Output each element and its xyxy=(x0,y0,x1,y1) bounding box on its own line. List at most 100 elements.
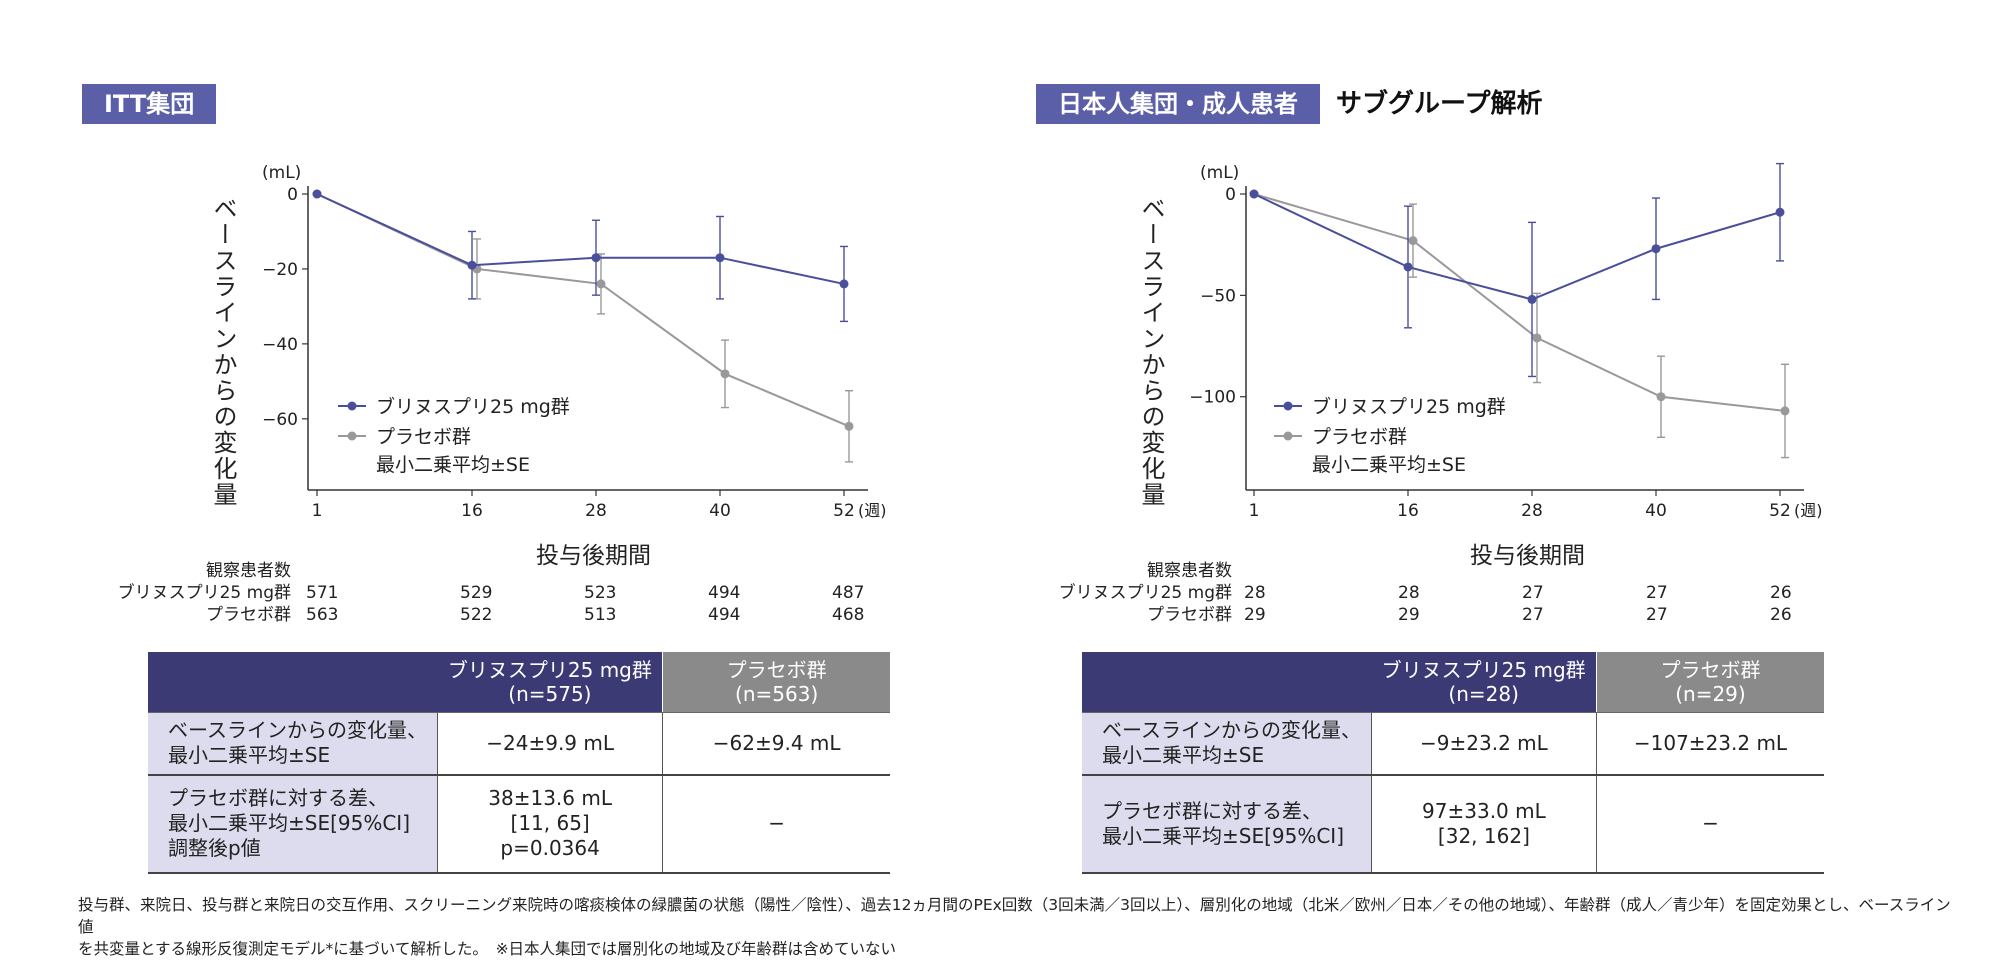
count-value: 571 xyxy=(306,583,339,603)
row-header: プラセボ群に対する差、 最小二乗平均±SE[95%CI] 調整後p値 xyxy=(148,774,438,874)
count-value: 27 xyxy=(1522,605,1544,625)
legend-label-placebo: プラセボ群 xyxy=(376,426,471,448)
legend-note: 最小二乗平均±SE xyxy=(376,454,530,476)
y-tick-label: −40 xyxy=(262,335,298,355)
x-tick-label: 16 xyxy=(461,501,483,521)
panel-tag: ITT集団 xyxy=(82,84,217,124)
series-line xyxy=(316,193,850,428)
cell-drug: −9±23.2 mL xyxy=(1371,712,1597,776)
x-tick-label: 1 xyxy=(1249,501,1260,521)
count-value: 28 xyxy=(1398,583,1420,603)
data-point xyxy=(1775,207,1785,217)
data-point xyxy=(1408,236,1418,246)
legend-note: 最小二乗平均±SE xyxy=(1312,454,1466,476)
count-value: 29 xyxy=(1398,605,1420,625)
count-value: 494 xyxy=(708,605,741,625)
legend-label-placebo: プラセボ群 xyxy=(1312,426,1407,448)
chart-itt: (mL)0 −20 −40 −60 1 16 28 40 52 (週) ブリヌスプリ25 mg群プラ… xyxy=(262,163,887,521)
cell-placebo: − xyxy=(662,774,890,874)
x-tick-label: 52 xyxy=(833,501,855,521)
data-point xyxy=(1656,392,1666,402)
count-value: 468 xyxy=(832,605,865,625)
data-point xyxy=(844,421,854,431)
x-tick-label: 52 xyxy=(1769,501,1791,521)
x-tick-label: 40 xyxy=(709,501,731,521)
series-line xyxy=(1253,193,1786,412)
cell-placebo: −107±23.2 mL xyxy=(1596,712,1824,776)
table-row: プラセボ群に対する差、 最小二乗平均±SE[95%CI] 調整後p値 38±13.6… xyxy=(148,774,890,874)
counts-header: 観察患者数 xyxy=(206,561,291,581)
count-value: 27 xyxy=(1522,583,1544,603)
legend-label-drug: ブリヌスプリ25 mg群 xyxy=(376,395,570,418)
footnote-line: 投与群、来院日、投与群と来院日の交互作用、スクリーニング来院時の喀痰検体の緑膿菌… xyxy=(78,896,1951,936)
count-value: 28 xyxy=(1244,583,1266,603)
x-tick-label: 40 xyxy=(1645,501,1667,521)
data-point xyxy=(1527,294,1537,304)
data-point xyxy=(1651,244,1661,254)
legend-label-drug: ブリヌスプリ25 mg群 xyxy=(1312,395,1506,418)
legend-marker-placebo xyxy=(347,431,357,441)
y-tick-label: −60 xyxy=(262,410,298,430)
panel-itt: ITT集団 ベースラインからの変化量 (mL) 0 −20 −40 −60 1 16 28 40… xyxy=(82,84,890,874)
legend-marker-drug xyxy=(1283,401,1293,411)
count-value: 494 xyxy=(708,583,741,603)
x-tick-label: 28 xyxy=(1521,501,1543,521)
footnote-line: を共変量とする線形反復測定モデル*に基づいて解析した。 ※日本人集団では層別化の… xyxy=(78,940,897,958)
y-tick-label: −100 xyxy=(1189,388,1236,408)
results-table: ブリヌスプリ25 mg群 (n=28) プラセボ群 (n=29) ベースラインからの… xyxy=(1082,652,1824,874)
count-value: 523 xyxy=(584,583,617,603)
col-header-drug: ブリヌスプリ25 mg群 (n=28) xyxy=(1371,652,1597,713)
table-row: ベースラインからの変化量、 最小二乗平均±SE −9±23.2 mL −107±2… xyxy=(1082,712,1824,776)
table-corner xyxy=(1082,652,1372,713)
panel-japanese: 日本人集団・成人患者 サブグループ解析 ベースラインからの変化量 (mL) 0 −5… xyxy=(1000,0,2000,960)
count-value: 29 xyxy=(1244,605,1266,625)
data-point xyxy=(715,253,725,263)
table-row: ベースラインからの変化量、 最小二乗平均±SE −24±9.9 mL −62±9.… xyxy=(148,712,890,776)
data-point xyxy=(1249,189,1259,199)
x-axis-title: 投与後期間 xyxy=(536,543,651,569)
y-unit-label: (mL) xyxy=(1200,163,1239,183)
col-header-placebo: プラセボ群 (n=563) xyxy=(662,652,890,713)
results-table: ブリヌスプリ25 mg群 (n=575) プラセボ群 (n=563) ベースラインか… xyxy=(148,652,890,874)
series-line xyxy=(1253,193,1781,301)
table-corner xyxy=(148,652,438,713)
legend-marker-drug xyxy=(347,401,357,411)
data-point xyxy=(312,189,322,199)
chart-japanese: (mL)0 −50 −100 1 16 28 40 52 (週) ブリヌスプリ25 mg群プラセボ… xyxy=(1189,162,1823,521)
x-unit-label: (週) xyxy=(1794,501,1823,520)
y-tick-label: −20 xyxy=(262,260,298,280)
legend-marker-placebo xyxy=(1283,431,1293,441)
count-value: 27 xyxy=(1646,605,1668,625)
data-point xyxy=(1403,262,1413,272)
table-row: プラセボ群に対する差、 最小二乗平均±SE[95%CI] 97±33.0 mL [3… xyxy=(1082,774,1824,874)
y-axis-title: ベースラインからの変化量 xyxy=(209,196,237,508)
count-value: 26 xyxy=(1770,583,1792,603)
count-value: 487 xyxy=(832,583,865,603)
data-point xyxy=(839,279,849,289)
data-point xyxy=(596,279,606,289)
cell-drug: −24±9.9 mL xyxy=(437,712,664,776)
row-header: ベースラインからの変化量、 最小二乗平均±SE xyxy=(148,712,438,776)
y-unit-label: (mL) xyxy=(262,163,301,183)
col-header-drug: ブリヌスプリ25 mg群 (n=575) xyxy=(437,652,663,713)
count-value: 26 xyxy=(1770,605,1792,625)
count-value: 522 xyxy=(460,605,493,625)
panel-tag: 日本人集団・成人患者 xyxy=(1036,84,1320,124)
count-value: 513 xyxy=(584,605,617,625)
x-axis-title: 投与後期間 xyxy=(1470,543,1585,569)
count-value: 27 xyxy=(1646,583,1668,603)
y-tick-label: 0 xyxy=(1225,185,1236,205)
x-tick-label: 16 xyxy=(1397,501,1419,521)
panel-subtitle: サブグループ解析 xyxy=(1336,89,1543,119)
y-tick-label: 0 xyxy=(287,185,298,205)
y-tick-label: −50 xyxy=(1200,286,1236,306)
row-header: ベースラインからの変化量、 最小二乗平均±SE xyxy=(1082,712,1372,776)
series-line xyxy=(316,193,845,285)
counts-label: プラセボ群 xyxy=(206,605,291,625)
counts-label: プラセボ群 xyxy=(1147,605,1232,625)
cell-drug: 38±13.6 mL [11, 65] p=0.0364 xyxy=(437,774,664,874)
x-tick-label: 1 xyxy=(312,501,323,521)
col-header-placebo: プラセボ群 (n=29) xyxy=(1595,652,1824,713)
cell-drug: 97±33.0 mL [32, 162] xyxy=(1371,774,1597,874)
counts-label: ブリヌスプリ25 mg群 xyxy=(1058,583,1232,603)
